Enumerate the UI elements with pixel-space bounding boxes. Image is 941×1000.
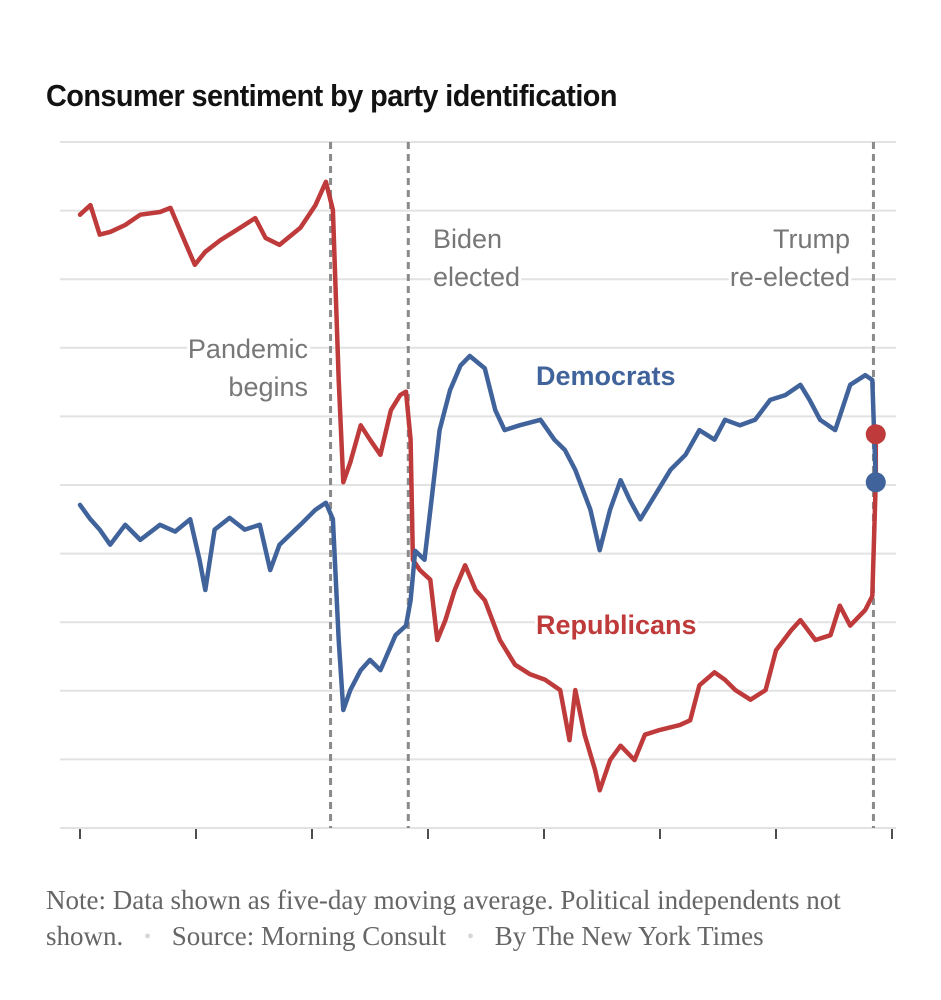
chart-title: Consumer sentiment by party identificati… [46,78,617,113]
event-label: elected [433,262,520,292]
end-marker-democrats [865,472,886,493]
event-label: Pandemic [188,334,308,364]
end-marker-republicans [865,424,886,445]
line-chart: Pandemic begins Biden elected Trump re-electe… [60,141,896,839]
source-text: Source: Morning Consult [171,921,447,951]
series-lines [77,179,886,793]
separator-dot: • [144,926,152,948]
event-label: re-elected [730,262,850,292]
gridlines [60,141,896,829]
x-axis [79,829,893,839]
note-text: Note: Data shown as five-day moving aver… [46,885,841,951]
event-label: Biden [433,224,502,254]
event-label: Trump [773,224,850,254]
series-line-republicans [77,179,879,793]
event-label: begins [228,372,308,402]
annotations: Pandemic begins Biden elected Trump re-electe… [185,221,853,643]
byline-text: By The New York Times [494,921,764,951]
series-label-democrats: Democrats [536,361,676,391]
separator-dot: • [467,926,475,948]
chart-note: Note: Data shown as five-day moving aver… [46,882,896,955]
series-label-republicans: Republicans [536,610,697,640]
series-line-democrats [77,353,879,713]
